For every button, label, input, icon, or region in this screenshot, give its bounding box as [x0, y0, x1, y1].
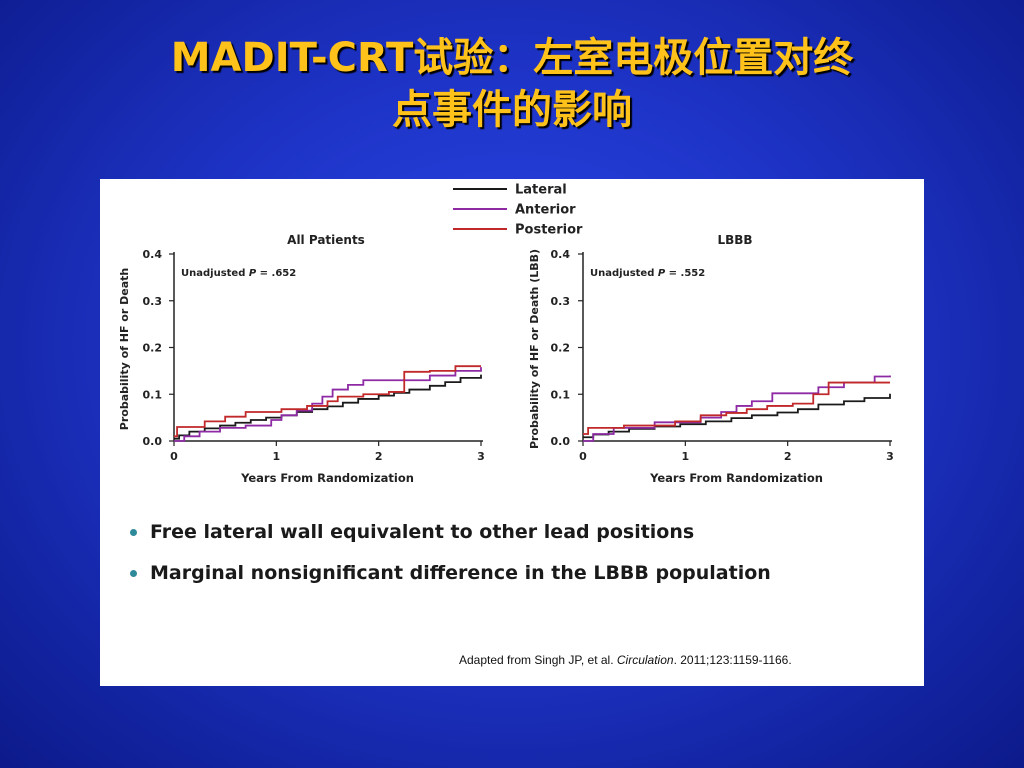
x-tick-label: 3 — [886, 450, 894, 463]
slide-title: MADIT-CRT试验：左室电极位置对终 点事件的影响 — [0, 32, 1024, 136]
citation-prefix: Adapted from Singh JP, et al. — [459, 653, 617, 667]
x-tick-label: 2 — [784, 450, 792, 463]
bullet-item: Free lateral wall equivalent to other le… — [128, 516, 771, 557]
series-line-anterior — [174, 367, 482, 442]
x-axis-label: Years From Randomization — [240, 471, 414, 485]
chart-panel-1: All Patients 0.0 0.1 0.2 0.3 0.4 0 1 2 3 Years Fro… — [118, 233, 485, 485]
series-line-posterior — [583, 381, 890, 435]
series-line-posterior — [174, 365, 481, 438]
y-tick-label: 0.3 — [551, 295, 571, 308]
x-tick-label: 3 — [477, 450, 485, 463]
y-tick-label: 0.1 — [143, 388, 163, 401]
legend-label-posterior: Posterior — [515, 223, 583, 238]
p-value-annotation: Unadjusted P = .552 — [590, 268, 705, 279]
x-tick-label: 2 — [375, 450, 383, 463]
citation-journal: Circulation — [616, 653, 674, 667]
y-tick-label: 0.1 — [551, 388, 571, 401]
citation-suffix: . 2011;123:1159-1166. — [673, 653, 792, 667]
x-axis-label: Years From Randomization — [649, 471, 823, 485]
legend: Lateral Anterior Posterior — [453, 183, 583, 238]
y-tick-label: 0.0 — [143, 435, 163, 448]
chart-title: LBBB — [717, 233, 752, 247]
km-charts: Lateral Anterior Posterior All Patients 0.0 0… — [118, 183, 894, 486]
figure-panel: Lateral Anterior Posterior All Patients 0.0 0… — [100, 179, 924, 686]
slide-title-line-1: MADIT-CRT试验：左室电极位置对终 — [170, 35, 854, 81]
chart-panel-2: LBBB 0.0 0.1 0.2 0.3 0.4 0 1 2 3 Years From Random… — [528, 233, 894, 485]
y-tick-label: 0.4 — [551, 248, 571, 261]
series-line-lateral — [583, 393, 891, 439]
y-tick-label: 0.2 — [551, 342, 571, 355]
y-tick-label: 0.2 — [143, 342, 163, 355]
y-axis-label: Probability of HF or Death — [118, 268, 131, 430]
p-value-annotation: Unadjusted P = .652 — [181, 268, 296, 279]
x-tick-label: 0 — [170, 450, 178, 463]
y-axis-label: Probability of HF or Death (LBB) — [528, 249, 541, 449]
chart-title: All Patients — [287, 233, 365, 247]
x-tick-label: 1 — [682, 450, 690, 463]
y-tick-label: 0.0 — [551, 435, 571, 448]
slide-title-line-2: 点事件的影响 — [392, 87, 632, 133]
bullet-list: Free lateral wall equivalent to other le… — [128, 516, 771, 598]
x-tick-label: 1 — [273, 450, 281, 463]
y-tick-label: 0.4 — [143, 248, 163, 261]
citation: Adapted from Singh JP, et al. Circulatio… — [459, 653, 792, 667]
x-tick-label: 0 — [579, 450, 587, 463]
legend-label-lateral: Lateral — [515, 183, 567, 198]
legend-label-anterior: Anterior — [515, 203, 576, 218]
y-tick-label: 0.3 — [143, 295, 163, 308]
bullet-item: Marginal nonsignificant difference in th… — [128, 557, 771, 598]
